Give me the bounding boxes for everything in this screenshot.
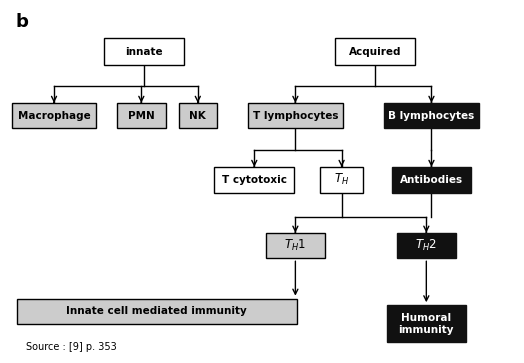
Text: b: b: [16, 12, 28, 30]
Text: T lymphocytes: T lymphocytes: [253, 111, 338, 121]
Text: Humoral
immunity: Humoral immunity: [399, 313, 454, 335]
Text: innate: innate: [125, 47, 163, 57]
Text: Macrophage: Macrophage: [18, 111, 91, 121]
FancyBboxPatch shape: [320, 167, 364, 192]
Text: $T_H1$: $T_H1$: [285, 238, 307, 253]
Text: NK: NK: [190, 111, 206, 121]
Text: PMN: PMN: [128, 111, 155, 121]
Text: B lymphocytes: B lymphocytes: [388, 111, 475, 121]
FancyBboxPatch shape: [104, 38, 184, 65]
FancyBboxPatch shape: [391, 167, 471, 192]
FancyBboxPatch shape: [12, 103, 96, 129]
FancyBboxPatch shape: [335, 38, 415, 65]
FancyBboxPatch shape: [117, 103, 166, 129]
Text: $T_H2$: $T_H2$: [416, 238, 438, 253]
Text: Innate cell mediated immunity: Innate cell mediated immunity: [67, 306, 247, 316]
FancyBboxPatch shape: [214, 167, 294, 192]
FancyBboxPatch shape: [266, 233, 325, 258]
Text: T cytotoxic: T cytotoxic: [222, 175, 287, 185]
FancyBboxPatch shape: [248, 103, 343, 129]
Text: $T_H$: $T_H$: [334, 172, 349, 187]
FancyBboxPatch shape: [397, 233, 456, 258]
Text: Source : [9] p. 353: Source : [9] p. 353: [26, 342, 116, 352]
FancyBboxPatch shape: [384, 103, 479, 129]
Text: Antibodies: Antibodies: [400, 175, 463, 185]
FancyBboxPatch shape: [179, 103, 217, 129]
Text: Acquired: Acquired: [349, 47, 401, 57]
FancyBboxPatch shape: [17, 298, 297, 324]
FancyBboxPatch shape: [387, 305, 466, 342]
